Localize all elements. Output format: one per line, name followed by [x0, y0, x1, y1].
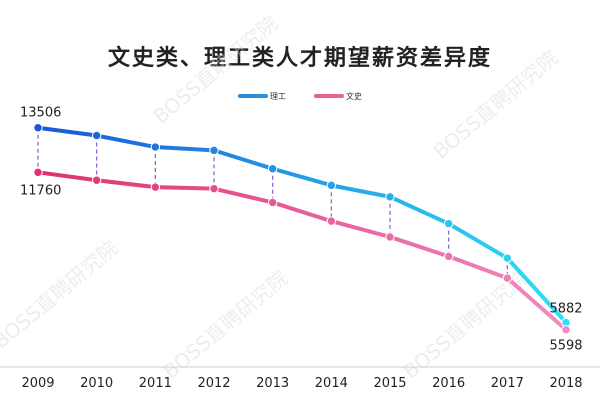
x-tick-label: 2016 — [432, 376, 465, 391]
watermark-text: BOSS直聘研究院 — [0, 236, 122, 354]
data-point — [267, 164, 278, 174]
data-label: 11760 — [20, 183, 61, 198]
x-tick-label: 2017 — [491, 376, 524, 391]
legend-label: 理工 — [270, 92, 286, 101]
x-tick-label: 2012 — [197, 376, 230, 391]
watermark-text: BOSS直聘研究院 — [429, 46, 563, 164]
data-label: 5598 — [549, 339, 582, 354]
x-tick-label: 2014 — [315, 376, 348, 391]
data-point — [443, 251, 454, 262]
x-tick-label: 2015 — [373, 376, 406, 391]
x-tick-label: 2010 — [80, 376, 113, 391]
data-point — [209, 183, 219, 194]
data-point — [209, 145, 219, 156]
x-tick-label: 2018 — [549, 376, 582, 391]
x-tick-label: 2013 — [256, 376, 289, 391]
data-point — [385, 232, 395, 242]
data-label: 13506 — [20, 106, 61, 121]
data-point — [326, 216, 337, 226]
watermark-text: BOSS直聘研究院 — [159, 266, 293, 384]
data-point — [150, 182, 161, 192]
chart-title: 文史类、理工类人才期望薪资差异度 — [107, 46, 492, 71]
data-point — [33, 123, 43, 133]
data-point — [443, 218, 454, 229]
data-point — [385, 192, 395, 202]
x-tick-label: 2011 — [139, 376, 172, 391]
data-point — [267, 197, 278, 208]
series-line — [36, 125, 568, 325]
data-point — [91, 175, 102, 185]
data-label: 5882 — [549, 301, 582, 316]
data-point — [150, 142, 161, 152]
data-point — [33, 167, 43, 178]
watermark-text: BOSS直聘研究院 — [149, 11, 283, 129]
data-point — [561, 325, 571, 335]
legend-label: 文史 — [346, 91, 362, 101]
x-tick-label: 2009 — [21, 376, 54, 391]
data-point — [502, 253, 513, 263]
data-point — [326, 180, 337, 191]
data-point — [91, 130, 102, 141]
data-point — [502, 273, 513, 283]
series-line — [36, 170, 568, 332]
